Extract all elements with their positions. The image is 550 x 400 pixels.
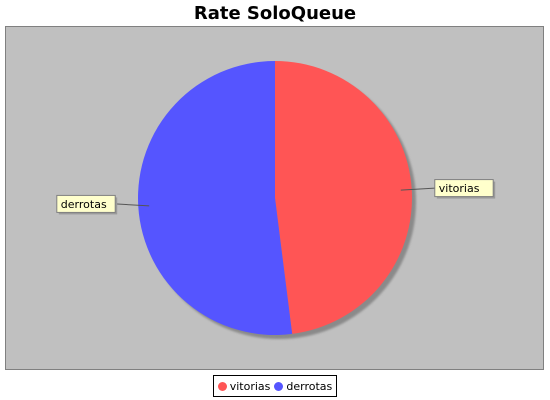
pie-slice-vitorias[interactable] xyxy=(275,61,412,334)
legend-swatch-derrotas xyxy=(274,381,284,391)
legend-label-derrotas: derrotas xyxy=(286,379,333,393)
pie-leader-line-vitorias xyxy=(400,187,435,191)
pie-leader-line-derrotas xyxy=(115,203,150,207)
chart-title: Rate SoloQueue xyxy=(193,3,357,24)
pie-slices xyxy=(137,61,412,336)
legend-box: vitorias derrotas xyxy=(212,375,338,397)
pie-label-box-derrotas xyxy=(56,194,116,213)
legend: vitorias derrotas xyxy=(0,375,550,397)
pie-label-derrotas: derrotas xyxy=(61,198,107,211)
pie-label-vitorias: vitorias xyxy=(439,182,480,195)
legend-item-vitorias: vitorias xyxy=(217,379,271,393)
pie-label-box-vitorias xyxy=(434,179,494,198)
pie-chart: vitorias derrotas xyxy=(56,61,496,339)
legend-swatch-vitorias xyxy=(217,381,227,391)
pie-slice-derrotas[interactable] xyxy=(137,61,293,336)
legend-label-vitorias: vitorias xyxy=(229,379,271,393)
pie-labels: vitorias derrotas xyxy=(56,179,496,215)
legend-item-derrotas: derrotas xyxy=(274,380,332,393)
